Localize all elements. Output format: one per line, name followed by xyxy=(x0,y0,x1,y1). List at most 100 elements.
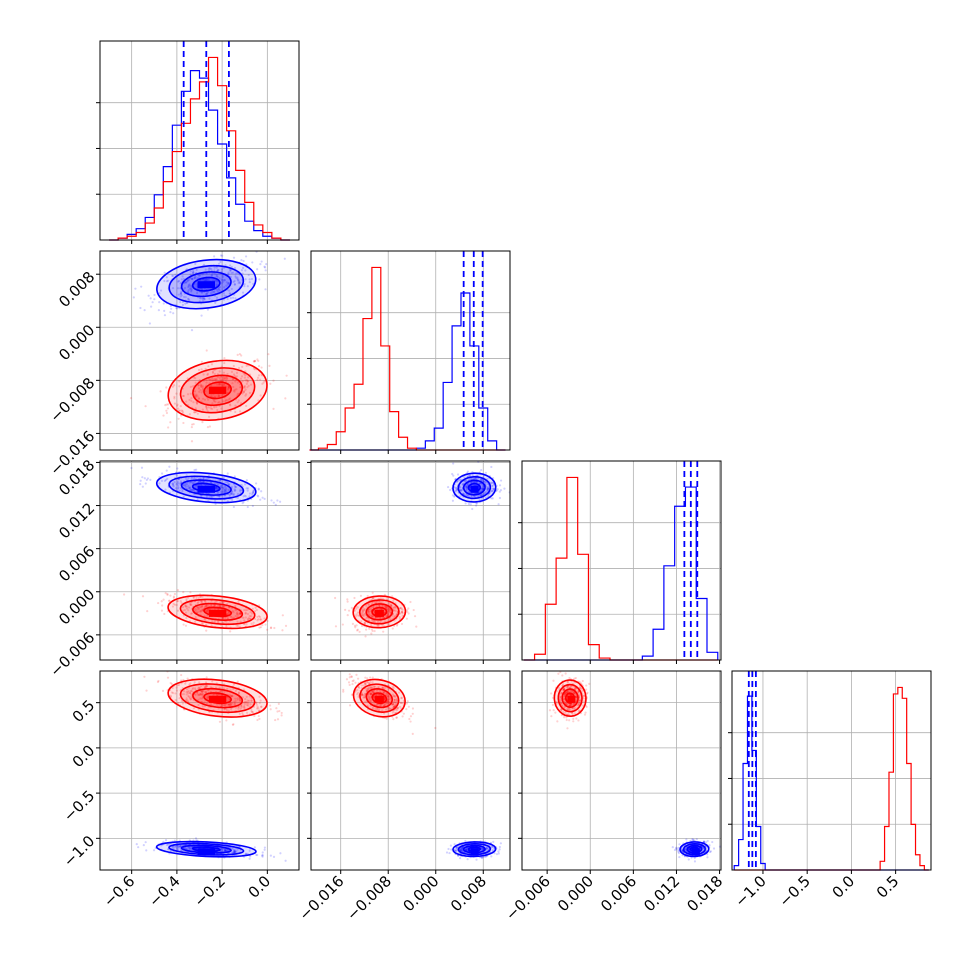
sample-point xyxy=(175,474,178,477)
sample-point xyxy=(387,700,391,704)
sample-point xyxy=(241,380,244,383)
sample-point xyxy=(575,695,578,698)
sample-point xyxy=(381,604,384,607)
sample-point xyxy=(193,620,197,624)
sample-point xyxy=(708,850,712,854)
sample-point xyxy=(239,699,242,703)
sample-point xyxy=(411,732,414,736)
sample-point xyxy=(232,848,235,852)
sample-point xyxy=(245,382,248,385)
sample-point xyxy=(177,293,180,296)
sample-point xyxy=(208,267,211,270)
sample-point xyxy=(256,718,259,722)
sample-point xyxy=(387,702,390,705)
sample-point xyxy=(371,629,374,633)
sample-point xyxy=(377,624,380,627)
sample-point xyxy=(350,606,353,609)
sample-point xyxy=(188,283,191,286)
sample-point xyxy=(362,694,365,697)
sample-point xyxy=(370,602,373,605)
sample-point xyxy=(353,596,356,600)
sample-point xyxy=(568,704,572,707)
sample-point xyxy=(196,412,199,415)
sample-point xyxy=(266,619,269,623)
sample-point xyxy=(228,703,231,706)
sample-point xyxy=(583,694,586,697)
sample-point xyxy=(175,392,178,395)
sample-point xyxy=(173,384,176,387)
sample-point xyxy=(368,627,371,630)
sample-point xyxy=(215,600,218,603)
sample-point xyxy=(167,426,170,429)
sample-point xyxy=(132,296,135,299)
sample-point xyxy=(221,254,224,257)
sample-point xyxy=(169,310,172,314)
sample-point xyxy=(254,617,257,621)
sample-point xyxy=(233,848,236,851)
sample-point xyxy=(216,491,219,495)
sample-point xyxy=(213,378,216,381)
sample-point xyxy=(181,606,185,609)
y-tick-label: 0.5 xyxy=(69,696,99,726)
sample-point xyxy=(225,708,229,712)
sample-point xyxy=(160,844,163,847)
sample-point xyxy=(465,479,468,482)
sample-point xyxy=(203,701,206,704)
sample-point xyxy=(173,845,177,849)
sample-point xyxy=(252,621,255,624)
sample-point xyxy=(363,613,366,616)
sample-point xyxy=(193,411,196,414)
sample-point xyxy=(245,378,249,382)
sample-point xyxy=(211,371,215,374)
sample-point xyxy=(247,702,250,705)
sample-point xyxy=(214,301,217,304)
sample-point xyxy=(161,689,165,692)
sample-point xyxy=(199,693,202,696)
sample-point xyxy=(218,376,221,379)
sample-point xyxy=(184,611,188,614)
sample-point xyxy=(400,611,404,614)
sample-point xyxy=(197,607,200,610)
sample-point xyxy=(198,296,201,300)
sample-point xyxy=(182,277,186,281)
sample-point xyxy=(142,844,145,847)
sample-point xyxy=(177,702,180,705)
sample-point xyxy=(178,846,181,849)
sample-point xyxy=(461,483,464,486)
sample-point xyxy=(222,476,225,480)
sample-point xyxy=(217,269,220,272)
sample-point xyxy=(392,710,395,713)
sample-point xyxy=(185,690,188,694)
sample-point xyxy=(559,695,562,698)
sample-point xyxy=(396,707,400,710)
sample-point xyxy=(200,690,204,693)
sample-point xyxy=(392,705,395,709)
sample-point xyxy=(371,690,374,693)
sample-point xyxy=(369,686,372,689)
sample-point xyxy=(250,699,253,702)
sample-point xyxy=(272,379,275,382)
sample-point xyxy=(202,279,206,282)
sample-point xyxy=(371,605,375,609)
sample-point xyxy=(166,593,169,596)
sample-point xyxy=(371,597,374,601)
sample-point xyxy=(220,407,223,410)
sample-point xyxy=(498,845,501,849)
sample-point xyxy=(190,695,193,698)
sample-point xyxy=(202,373,205,376)
sample-point xyxy=(185,482,188,486)
sample-point xyxy=(160,600,163,603)
sample-point xyxy=(257,615,261,618)
sample-point xyxy=(200,700,204,704)
sample-point xyxy=(248,495,251,498)
sample-point xyxy=(207,605,210,608)
sample-point xyxy=(218,277,221,280)
sample-point xyxy=(222,377,226,380)
sample-point xyxy=(172,595,176,598)
sample-point xyxy=(237,691,240,695)
sample-point xyxy=(465,486,468,489)
sample-point xyxy=(199,297,202,300)
sample-point xyxy=(393,704,396,707)
sample-point xyxy=(216,703,219,706)
sample-point xyxy=(171,287,175,290)
